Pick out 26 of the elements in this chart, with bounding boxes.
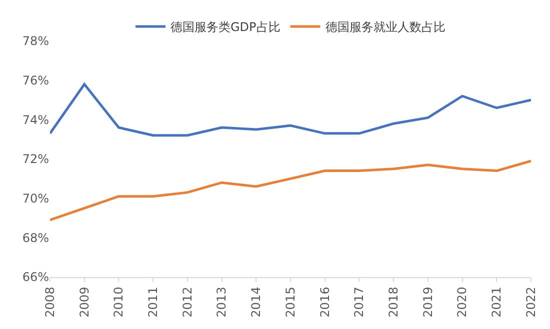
- y-tick-label: 76%: [22, 74, 49, 88]
- x-tick-label: 2019: [420, 286, 435, 318]
- x-tick-label: 2011: [146, 286, 160, 318]
- y-tick-label: 74%: [22, 112, 49, 127]
- x-tick-label: 2009: [77, 286, 92, 318]
- x-tick-label: 2016: [318, 286, 332, 318]
- x-tick-label: 2022: [524, 286, 538, 318]
- x-tick-label: 2008: [42, 286, 57, 318]
- x-tick-label: 2014: [249, 286, 264, 318]
- y-tick-label: 70%: [22, 192, 49, 206]
- x-tick-label: 2015: [283, 286, 298, 318]
- y-tick-label: 66%: [22, 270, 49, 284]
- x-tick-label: 2013: [214, 286, 229, 318]
- y-tick-label: 72%: [22, 152, 49, 166]
- x-tick-label: 2018: [386, 286, 400, 318]
- legend-label: 德国服务就业人数占比: [325, 20, 446, 34]
- line-series: [50, 160, 531, 222]
- legend-label: 德国服务类GDP占比: [170, 20, 280, 34]
- x-tick-label: 2020: [455, 286, 470, 318]
- x-tick-label: 2012: [180, 286, 194, 318]
- line-series: [50, 83, 531, 137]
- x-tick-label: 2010: [112, 286, 126, 318]
- y-tick-label: 78%: [22, 34, 49, 48]
- y-tick-label: 68%: [22, 230, 49, 245]
- x-tick-label: 2017: [352, 286, 366, 318]
- x-tick-label: 2021: [490, 286, 504, 318]
